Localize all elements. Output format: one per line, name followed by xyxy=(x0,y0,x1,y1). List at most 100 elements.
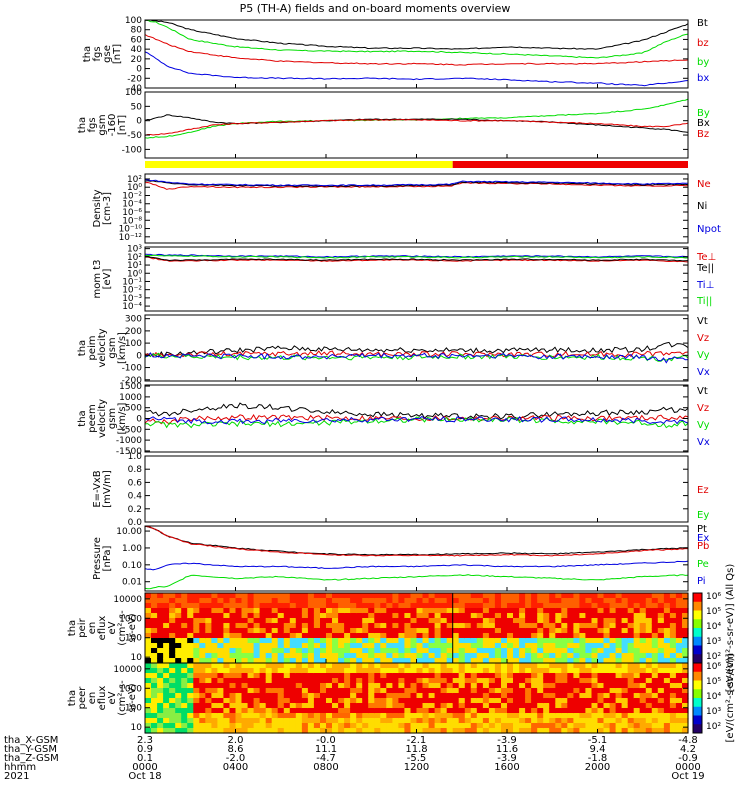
spectrogram-cell xyxy=(145,638,152,644)
spectrogram-cell xyxy=(235,618,243,624)
spectrogram-cell xyxy=(193,598,200,604)
spectrogram-cell xyxy=(507,653,514,659)
spectrogram-cell xyxy=(404,723,411,729)
spectrogram-cell xyxy=(163,603,170,609)
x-axis-value: -2.0 xyxy=(225,753,246,764)
spectrogram-cell xyxy=(621,593,629,599)
spectrogram-cell xyxy=(404,643,411,649)
spectrogram-cell xyxy=(507,688,514,694)
spectrogram-cell xyxy=(259,603,267,609)
spectrogram-cell xyxy=(470,668,478,674)
spectrogram-cell xyxy=(380,683,387,689)
spectrogram-cell xyxy=(446,663,454,669)
colorbar-band xyxy=(693,706,702,716)
spectrogram-cell xyxy=(295,633,303,639)
spectrogram-cell xyxy=(223,608,230,614)
spectrogram-cell xyxy=(555,598,562,604)
spectrogram-cell xyxy=(205,678,212,684)
spectrogram-cell xyxy=(621,683,629,689)
spectrogram-cell xyxy=(422,723,430,729)
spectrogram-cell xyxy=(289,668,297,674)
spectrogram-cell xyxy=(531,608,538,614)
spectrogram-cell xyxy=(368,633,375,639)
spectrogram-cell xyxy=(621,723,629,729)
spectrogram-cell xyxy=(326,708,333,714)
spectrogram-cell xyxy=(555,593,562,599)
spectrogram-cell xyxy=(199,618,206,624)
spectrogram-cell xyxy=(573,633,580,639)
spectrogram-cell xyxy=(404,593,411,599)
spectrogram-cell xyxy=(663,703,671,709)
colorbar-tick: 10⁶ xyxy=(706,662,721,672)
spectrogram-cell xyxy=(187,683,194,689)
spectrogram-cell xyxy=(368,643,375,649)
spectrogram-cell xyxy=(253,698,261,704)
spectrogram-cell xyxy=(217,648,224,654)
spectrogram-cell xyxy=(235,653,243,659)
y-axis-label: eV xyxy=(107,621,118,634)
spectrogram-cell xyxy=(295,653,303,659)
spectrogram-cell xyxy=(458,688,466,694)
spectrogram-cell xyxy=(350,683,357,689)
spectrogram-cell xyxy=(356,668,363,674)
spectrogram-cell xyxy=(392,693,399,699)
spectrogram-cell xyxy=(615,593,623,599)
y-axis-label: mom t3 xyxy=(92,259,103,298)
y-axis-label: gsm xyxy=(107,408,118,429)
spectrogram-cell xyxy=(326,623,333,629)
spectrogram-cell xyxy=(476,598,484,604)
spectrogram-cell xyxy=(525,593,532,599)
spectrogram-cell xyxy=(229,678,237,684)
spectrogram-cell xyxy=(253,683,261,689)
spectrogram-cell xyxy=(633,643,641,649)
spectrogram-cell xyxy=(663,648,671,654)
mode-segment xyxy=(452,161,688,168)
spectrogram-cell xyxy=(193,723,200,729)
spectrogram-cell xyxy=(151,698,158,704)
spectrogram-cell xyxy=(464,673,472,679)
spectrogram-cell xyxy=(259,708,267,714)
spectrogram-cell xyxy=(404,673,411,679)
spectrogram-cell xyxy=(380,643,387,649)
spectrogram-cell xyxy=(507,728,514,734)
y-tick-label: 50 xyxy=(131,102,143,112)
y-axis-label: tha xyxy=(67,690,78,706)
spectrogram-cell xyxy=(669,603,677,609)
spectrogram-cell xyxy=(645,643,653,649)
spectrogram-cell xyxy=(416,633,424,639)
spectrogram-cell xyxy=(573,718,580,724)
spectrogram-cell xyxy=(591,633,599,639)
spectrogram-cell xyxy=(639,658,647,664)
spectrogram-cell xyxy=(193,703,200,709)
spectrogram-cell xyxy=(494,673,502,679)
spectrogram-cell xyxy=(573,688,580,694)
spectrogram-cell xyxy=(253,638,261,644)
spectrogram-cell xyxy=(374,673,381,679)
spectrogram-cell xyxy=(211,658,218,664)
colorbar-tick: 10² xyxy=(706,722,721,732)
spectrogram-cell xyxy=(259,593,267,599)
spectrogram-cell xyxy=(494,703,502,709)
spectrogram-cell xyxy=(157,668,164,674)
spectrogram-cell xyxy=(277,598,285,604)
spectrogram-cell xyxy=(603,723,611,729)
spectrogram-cell xyxy=(488,718,496,724)
spectrogram-cell xyxy=(241,643,249,649)
spectrogram-cell xyxy=(398,673,405,679)
spectrogram-cell xyxy=(464,598,472,604)
spectrogram-cell xyxy=(344,603,351,609)
spectrogram-cell xyxy=(519,723,526,729)
y-tick-label: 10⁻⁴ xyxy=(122,200,142,210)
spectrogram-cell xyxy=(301,678,309,684)
spectrogram-cell xyxy=(320,598,327,604)
spectrogram-cell xyxy=(163,688,170,694)
spectrogram-cell xyxy=(283,723,291,729)
spectrogram-cell xyxy=(591,658,599,664)
spectrogram-cell xyxy=(301,633,309,639)
spectrogram-cell xyxy=(362,603,369,609)
spectrogram-cell xyxy=(434,593,442,599)
spectrogram-cell xyxy=(241,718,249,724)
spectrogram-cell xyxy=(157,648,164,654)
spectrogram-cell xyxy=(392,638,399,644)
